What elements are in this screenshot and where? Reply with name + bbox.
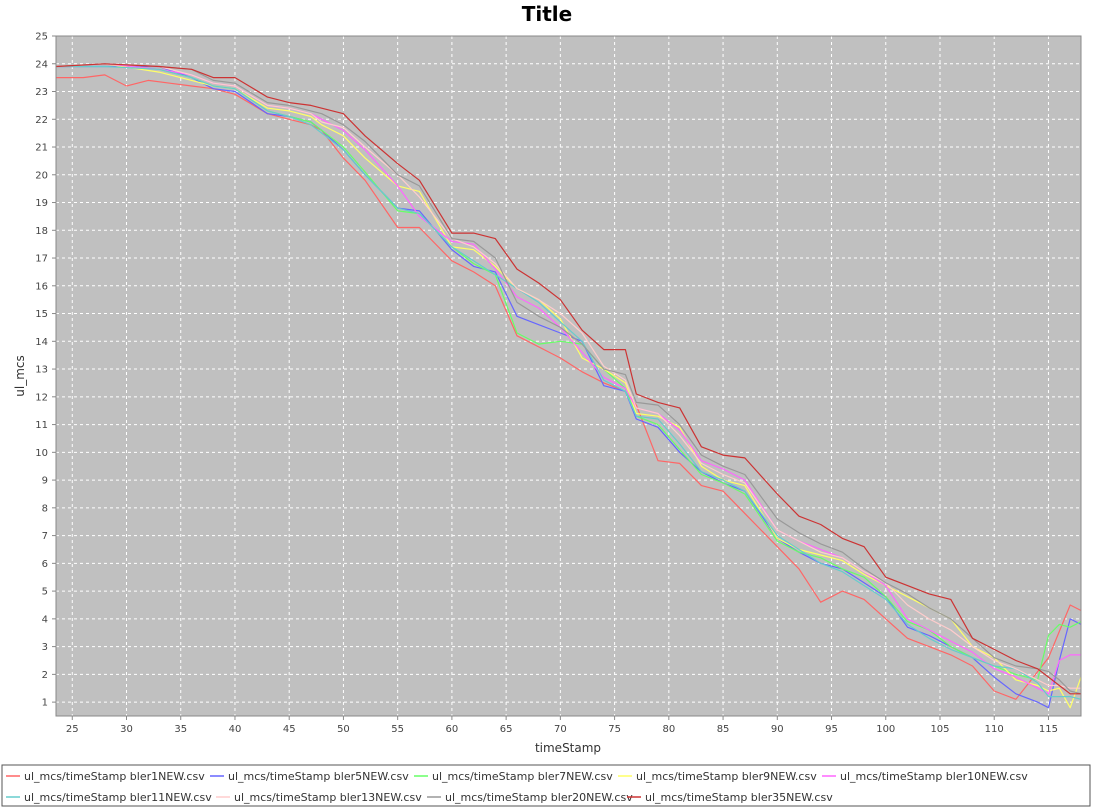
y-tick-label: 1	[42, 698, 48, 709]
y-tick-label: 7	[42, 531, 48, 542]
y-tick-label: 15	[35, 309, 48, 320]
legend-item: ul_mcs/timeStamp bler7NEW.csv	[414, 770, 613, 783]
legend-item: ul_mcs/timeStamp bler35NEW.csv	[627, 791, 833, 804]
y-tick-label: 17	[35, 254, 48, 265]
x-tick-label: 75	[608, 724, 621, 735]
x-tick-label: 25	[66, 724, 79, 735]
x-tick-label: 100	[876, 724, 895, 735]
y-tick-label: 8	[42, 503, 48, 514]
y-tick-label: 9	[42, 476, 48, 487]
y-tick-label: 3	[42, 642, 48, 653]
legend: ul_mcs/timeStamp bler1NEW.csv ul_mcs/time…	[6, 770, 1028, 804]
legend-label: ul_mcs/timeStamp bler5NEW.csv	[228, 770, 409, 783]
x-tick-label: 60	[446, 724, 459, 735]
legend-item: ul_mcs/timeStamp bler9NEW.csv	[618, 770, 817, 783]
y-tick-label: 22	[35, 115, 48, 126]
x-tick-label: 70	[554, 724, 567, 735]
legend-label: ul_mcs/timeStamp bler35NEW.csv	[645, 791, 833, 804]
legend-label: ul_mcs/timeStamp bler1NEW.csv	[24, 770, 205, 783]
legend-item: ul_mcs/timeStamp bler11NEW.csv	[6, 791, 212, 804]
legend-label: ul_mcs/timeStamp bler11NEW.csv	[24, 791, 212, 804]
x-tick-label: 115	[1039, 724, 1058, 735]
y-tick-label: 5	[42, 587, 48, 598]
x-axis: 25 30 35 40 45 50 55 60 65 70 75 80 85 90 95 100 105 110 1…	[66, 716, 1058, 735]
y-tick-label: 16	[35, 281, 48, 292]
y-tick-label: 2	[42, 670, 48, 681]
legend-label: ul_mcs/timeStamp bler10NEW.csv	[840, 770, 1028, 783]
y-tick-label: 20	[35, 170, 48, 181]
x-tick-label: 50	[337, 724, 350, 735]
legend-item: ul_mcs/timeStamp bler1NEW.csv	[6, 770, 205, 783]
y-tick-label: 11	[35, 420, 48, 431]
series-line-8	[55, 63, 1081, 695]
x-axis-label: timeStamp	[535, 741, 601, 755]
y-tick-label: 21	[35, 143, 48, 154]
grid-lines	[56, 35, 1081, 716]
y-tick-label: 10	[35, 448, 48, 459]
y-tick-label: 12	[35, 392, 48, 403]
x-tick-label: 95	[825, 724, 838, 735]
y-axis-label: ul_mcs	[13, 355, 27, 396]
series-lines	[55, 63, 1082, 709]
series-line-0	[56, 74, 1082, 700]
y-tick-label: 23	[35, 87, 48, 98]
x-tick-label: 35	[174, 724, 187, 735]
y-axis: 1234567891011121314151617181920212223242…	[35, 32, 56, 709]
x-tick-label: 40	[229, 724, 242, 735]
x-tick-label: 90	[771, 724, 784, 735]
series-line-6	[55, 63, 1081, 689]
legend-item: ul_mcs/timeStamp bler20NEW.csv	[427, 791, 633, 804]
x-tick-label: 45	[283, 724, 296, 735]
y-tick-label: 4	[42, 614, 48, 625]
legend-box	[1, 764, 1091, 807]
legend-item: ul_mcs/timeStamp bler13NEW.csv	[216, 791, 422, 804]
plot-area	[56, 36, 1081, 716]
legend-item: ul_mcs/timeStamp bler5NEW.csv	[210, 770, 409, 783]
legend-item: ul_mcs/timeStamp bler10NEW.csv	[822, 770, 1028, 783]
x-tick-label: 65	[500, 724, 513, 735]
y-tick-label: 18	[35, 226, 48, 237]
chart-title: Title	[522, 2, 572, 26]
y-tick-label: 6	[42, 559, 48, 570]
legend-label: ul_mcs/timeStamp bler20NEW.csv	[445, 791, 633, 804]
legend-label: ul_mcs/timeStamp bler13NEW.csv	[234, 791, 422, 804]
y-tick-label: 24	[35, 59, 48, 70]
x-tick-label: 80	[662, 724, 675, 735]
x-tick-label: 105	[930, 724, 949, 735]
x-tick-label: 55	[391, 724, 404, 735]
series-line-7	[55, 63, 1082, 695]
y-tick-label: 25	[35, 32, 48, 43]
legend-label: ul_mcs/timeStamp bler7NEW.csv	[432, 770, 613, 783]
y-tick-label: 14	[35, 337, 48, 348]
plot-border	[55, 35, 1082, 717]
legend-label: ul_mcs/timeStamp bler9NEW.csv	[636, 770, 817, 783]
x-tick-label: 110	[985, 724, 1004, 735]
series-line-5	[56, 65, 1082, 700]
x-tick-label: 30	[120, 724, 133, 735]
y-tick-label: 13	[35, 365, 48, 376]
x-tick-label: 85	[717, 724, 730, 735]
y-tick-label: 19	[35, 198, 48, 209]
